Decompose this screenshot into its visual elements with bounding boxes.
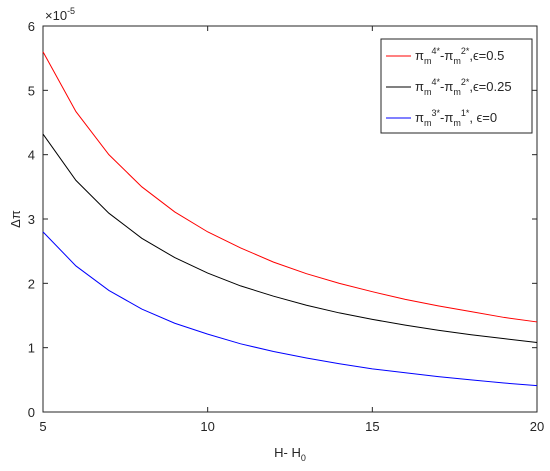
y-axis-label: Δπ [8, 210, 23, 228]
y-tick-label: 3 [28, 212, 35, 227]
y-tick-label: 2 [28, 276, 35, 291]
line-series [42, 133, 538, 344]
x-tick-label: 10 [200, 419, 214, 434]
x-tick-label: 20 [530, 419, 544, 434]
legend: πm4*-πm2*,ϵ=0.5 πm4*-πm2*,ϵ=0.25 πm3*-πm1*… [380, 38, 533, 134]
legend-label: πm4*-πm2*,ϵ=0.5 [415, 46, 504, 66]
y-tick-label: 1 [28, 341, 35, 356]
line-series [42, 231, 538, 387]
line-series [42, 51, 538, 323]
x-axis-label: H- H0 [274, 445, 306, 463]
x-tick-label: 5 [39, 419, 46, 434]
legend-label: πm4*-πm2*,ϵ=0.25 [415, 77, 512, 97]
y-tick-label: 0 [28, 405, 35, 420]
y-tick-label: 4 [28, 148, 35, 163]
legend-label: πm3*-πm1*, ϵ=0 [415, 108, 497, 128]
legend-box [380, 38, 533, 134]
x-tick-label: 15 [365, 419, 379, 434]
y-multiplier: ×10-5 [45, 6, 75, 23]
y-tick-label: 6 [28, 19, 35, 34]
y-tick-label: 5 [28, 83, 35, 98]
